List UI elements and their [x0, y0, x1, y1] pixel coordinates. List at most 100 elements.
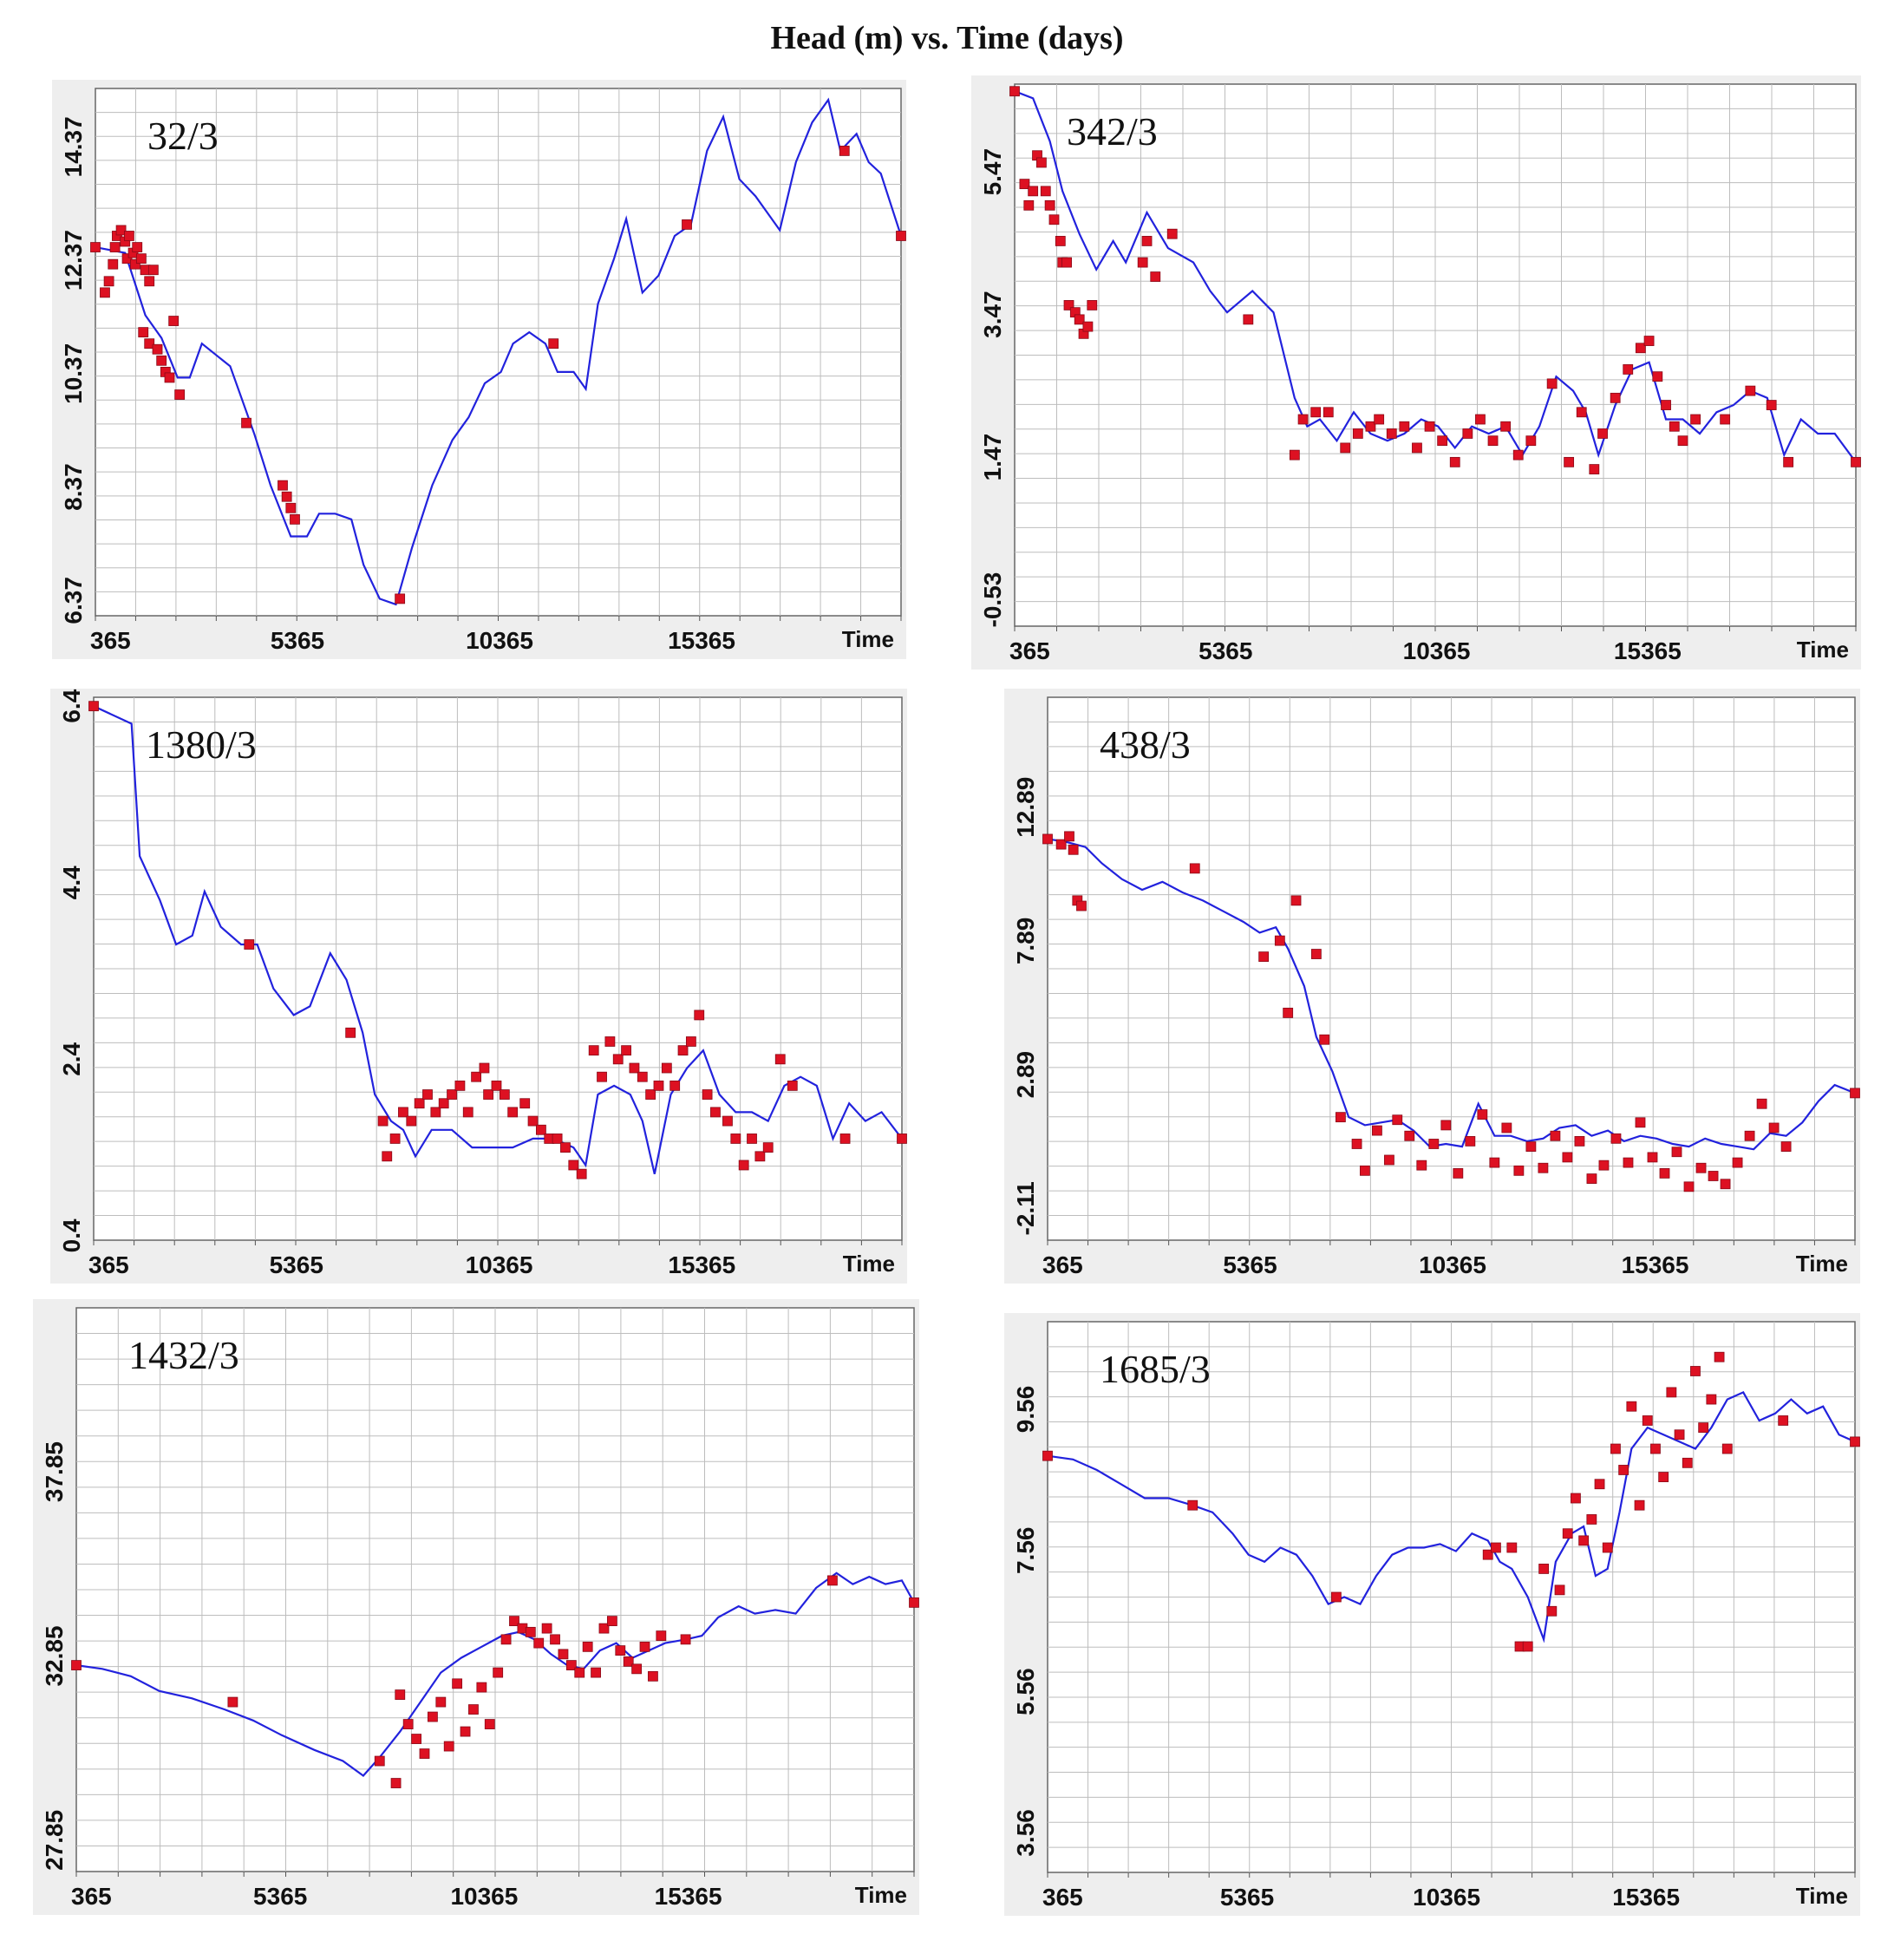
x-tick-label: 365 [1009, 637, 1050, 664]
observed-head-point [174, 389, 186, 400]
observed-head-point [1623, 1157, 1634, 1168]
observed-head-point [1690, 1366, 1701, 1376]
observed-head-point [606, 1616, 617, 1627]
observed-head-point [479, 1062, 490, 1074]
observed-head-point [1661, 400, 1671, 410]
chart-svg: 365 5365 10365 15365 Time -2.11 2.89 7.89 12.89 4… [1012, 696, 1860, 1278]
observed-head-point [462, 1107, 474, 1118]
observed-head-point [1475, 414, 1486, 425]
observed-head-point [653, 1080, 664, 1091]
observed-head-point [1372, 1125, 1382, 1136]
observed-head-point [1578, 1535, 1590, 1546]
observed-head-point [1610, 1133, 1622, 1144]
observed-head-point [1063, 300, 1074, 310]
observed-head-point [1384, 1154, 1394, 1166]
observed-head-point [560, 1142, 571, 1153]
observed-head-point [839, 1134, 851, 1144]
well-label: 342/3 [1067, 109, 1158, 154]
observed-head-point [897, 1134, 907, 1144]
observed-head-point [1635, 1117, 1646, 1128]
x-axis-label: Time [1796, 1883, 1848, 1909]
y-tick-label: 14.37 [60, 116, 87, 177]
y-tick-label: 2.89 [1012, 1051, 1039, 1099]
observed-head-point [1330, 1591, 1342, 1603]
chart-svg: 365 5365 10365 15365 Time 3.56 5.56 7.56 9.56 168… [1012, 1321, 1860, 1911]
observed-head-point [1428, 1139, 1440, 1149]
observed-head-point [1340, 442, 1351, 454]
x-tick-label: 5365 [1223, 1251, 1277, 1278]
observed-head-point [138, 327, 149, 338]
observed-head-point [568, 1160, 579, 1171]
observed-head-point [685, 1036, 696, 1047]
observed-head-point [1546, 378, 1558, 389]
x-axis-label: Time [842, 626, 894, 652]
observed-head-point [1386, 428, 1397, 439]
figure-title: Head (m) vs. Time (days) [770, 20, 1124, 56]
observed-head-point [447, 1089, 457, 1100]
observed-head-point [1258, 951, 1270, 963]
observed-head-point [1274, 935, 1285, 946]
observed-head-point [1055, 839, 1067, 850]
observed-head-point [1574, 1136, 1585, 1147]
observed-head-point [1682, 1457, 1693, 1468]
observed-head-point [1594, 1479, 1605, 1490]
observed-head-point [1048, 214, 1060, 225]
observed-head-point [285, 502, 297, 513]
chart-panel-342-3: 365 5365 10365 15365 Time -0.53 1.47 3.47 5.47 34… [971, 75, 1861, 670]
observed-head-point [631, 1663, 643, 1675]
observed-head-point [548, 338, 559, 350]
observed-head-point [774, 1054, 786, 1065]
x-tick-label: 10365 [466, 1251, 533, 1278]
observed-head-point [730, 1134, 741, 1144]
observed-head-point [491, 1080, 502, 1091]
y-tick-label: 4.4 [58, 866, 85, 899]
observed-head-point [1720, 414, 1731, 425]
observed-head-point [597, 1071, 607, 1082]
observed-head-point [1489, 1157, 1500, 1168]
observed-head-point [1768, 1122, 1780, 1134]
observed-head-point [411, 1734, 421, 1744]
observed-head-point [1064, 831, 1074, 842]
observed-head-point [1477, 1109, 1488, 1120]
x-axis-label: Time [1797, 637, 1849, 663]
observed-head-point [1061, 257, 1072, 268]
well-label: 1380/3 [146, 722, 257, 767]
x-tick-label: 15365 [1614, 637, 1682, 664]
observed-head-point [1360, 1165, 1370, 1176]
observed-head-point [1677, 435, 1688, 447]
observed-head-point [1412, 442, 1422, 454]
observed-head-point [909, 1597, 919, 1608]
observed-head-point [1610, 392, 1621, 403]
observed-head-point [144, 338, 155, 350]
observed-head-point [762, 1142, 774, 1153]
observed-head-point [1187, 1499, 1198, 1511]
observed-head-point [454, 1080, 466, 1091]
observed-head-point [1525, 435, 1537, 447]
observed-head-point [1150, 271, 1161, 282]
observed-head-point [1392, 1114, 1403, 1126]
observed-head-point [1437, 435, 1448, 447]
observed-head-point [519, 1098, 531, 1109]
observed-head-point [1658, 1472, 1669, 1483]
observed-head-point [1695, 1162, 1707, 1173]
observed-head-point [1449, 456, 1460, 467]
observed-head-point [787, 1080, 798, 1091]
observed-head-point [395, 1689, 406, 1700]
chart-panel-1685-3: 365 5365 10365 15365 Time 3.56 5.56 7.56 9.56 168… [1004, 1313, 1860, 1916]
observed-head-point [144, 276, 155, 287]
observed-head-point [656, 1630, 667, 1642]
x-tick-label: 15365 [668, 1251, 735, 1278]
x-tick-label: 10365 [1413, 1884, 1480, 1911]
observed-head-point [525, 1626, 536, 1637]
observed-head-point [896, 231, 906, 241]
observed-head-point [1453, 1168, 1464, 1179]
x-tick-label: 365 [1042, 1884, 1083, 1911]
x-tick-label: 365 [90, 627, 131, 654]
observed-head-point [124, 231, 134, 241]
observed-head-point [591, 1667, 601, 1678]
observed-head-point [639, 1641, 650, 1652]
observed-head-point [1602, 1542, 1613, 1553]
observed-head-point [1365, 421, 1376, 432]
observed-head-point [1589, 464, 1600, 474]
observed-head-point [278, 480, 288, 491]
